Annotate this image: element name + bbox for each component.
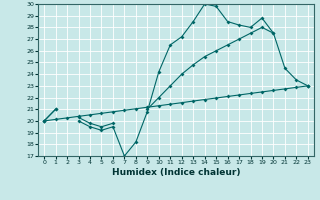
X-axis label: Humidex (Indice chaleur): Humidex (Indice chaleur) xyxy=(112,168,240,177)
